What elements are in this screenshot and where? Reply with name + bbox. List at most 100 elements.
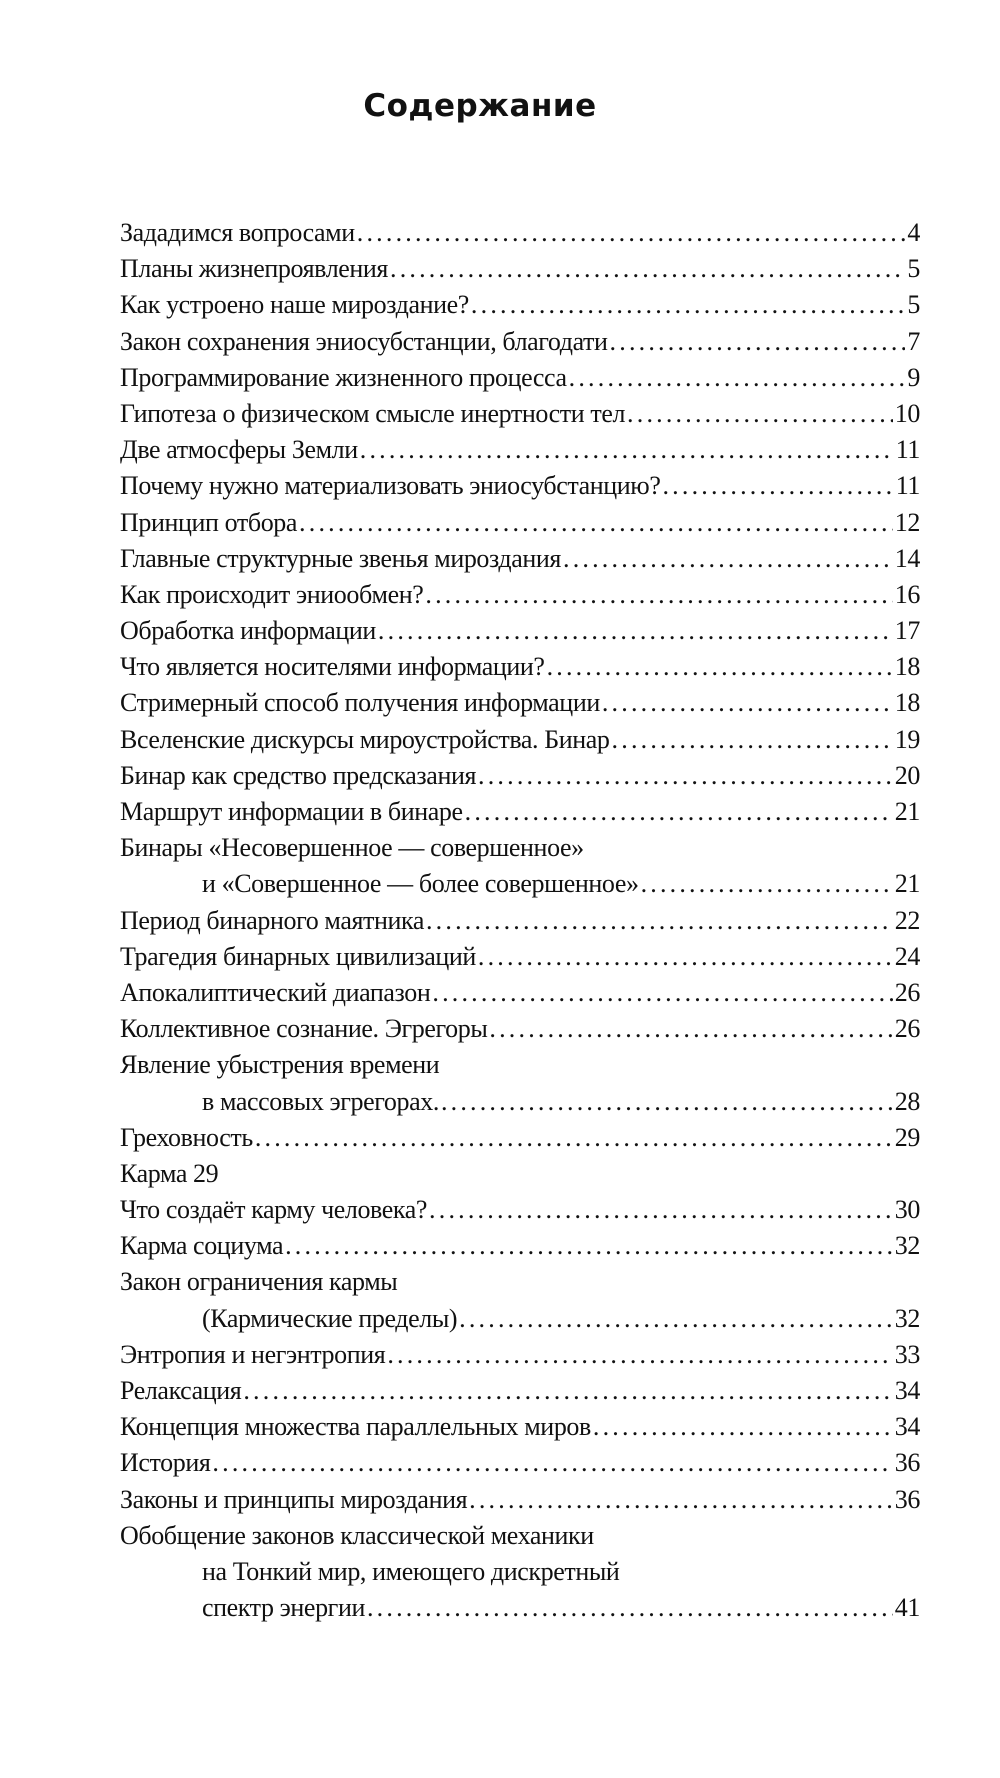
toc-entry-line: спектр энергии 41: [120, 1590, 920, 1626]
toc-page-number: 36: [894, 1448, 921, 1478]
toc-page-number: 20: [894, 760, 921, 790]
toc-entry-title: Программирование жизненного процесса: [120, 362, 567, 392]
toc-entry[interactable]: Планы жизнепроявления 5: [120, 251, 920, 287]
toc-entry-title: Гипотеза о физическом смысле инертности …: [120, 398, 626, 428]
table-of-contents: Зададимся вопросами 4 Планы жизнепроявлени…: [120, 215, 920, 1626]
toc-entry[interactable]: Программирование жизненного процесса 9: [120, 360, 920, 396]
toc-page-number: 4: [907, 218, 920, 247]
toc-page-number: 18: [894, 652, 921, 682]
toc-page-number: 29: [894, 1122, 921, 1152]
toc-page-number: 24: [894, 941, 921, 971]
toc-entry-title: Бинар как средство предсказания: [120, 760, 477, 790]
toc-entry-line: Обобщение законов классической механики: [120, 1518, 920, 1554]
toc-entry[interactable]: Как устроено наше мироздание? 5: [120, 287, 920, 323]
toc-entry-title: Что является носителями информации?: [120, 652, 545, 682]
dot-leader: [612, 722, 893, 758]
toc-entry-title: Бинары «Несовершенное — совершенное»: [120, 833, 584, 863]
toc-entry-line: Энтропия и негэнтропия 33: [120, 1337, 920, 1373]
page-title: Содержание: [363, 88, 597, 124]
toc-page-number: 34: [894, 1412, 921, 1442]
toc-page-number: 21: [894, 797, 921, 826]
toc-entry-title: Закон ограничения кармы: [120, 1267, 398, 1297]
toc-entry[interactable]: Что является носителями информации? 18: [120, 649, 920, 685]
toc-entry-line: Почему нужно материализовать эниосубстан…: [120, 468, 920, 504]
toc-entry-line: Главные структурные звенья мироздания 14: [120, 541, 920, 577]
toc-entry[interactable]: Гипотеза о физическом смысле инертности …: [120, 396, 920, 432]
dot-leader: [441, 1084, 893, 1120]
dot-leader: [360, 432, 894, 468]
dot-leader: [471, 287, 905, 323]
toc-page-number: 36: [894, 1484, 921, 1514]
toc-entry-title: Почему нужно материализовать эниосубстан…: [120, 471, 661, 501]
toc-page-number: 41: [894, 1593, 921, 1623]
toc-entry[interactable]: Релаксация 34: [120, 1373, 920, 1409]
toc-entry[interactable]: Трагедия бинарных цивилизаций 24: [120, 939, 920, 975]
toc-entry[interactable]: Почему нужно материализовать эниосубстан…: [120, 468, 920, 504]
dot-leader: [569, 360, 906, 396]
dot-leader: [547, 649, 893, 685]
toc-entry[interactable]: Законы и принципы мироздания 36: [120, 1482, 920, 1518]
toc-entry[interactable]: Греховность 29: [120, 1120, 920, 1156]
toc-entry-title: (Кармические пределы): [202, 1303, 458, 1333]
toc-entry[interactable]: Карма социума 32: [120, 1228, 920, 1264]
toc-page-number: 19: [894, 724, 921, 754]
toc-page-number: 14: [894, 543, 921, 573]
dot-leader: [478, 758, 893, 794]
toc-entry[interactable]: Закон ограничения кармы (Кармические пред…: [120, 1264, 920, 1336]
toc-entry-title: Карма 29: [120, 1158, 219, 1188]
toc-entry[interactable]: Обработка информации 17: [120, 613, 920, 649]
toc-entry[interactable]: Обобщение законов классической механики н…: [120, 1518, 920, 1627]
toc-entry[interactable]: Вселенские дискурсы мироустройства. Бина…: [120, 722, 920, 758]
toc-entry-line: Как происходит эниообмен? 16: [120, 577, 920, 613]
toc-entry-line: в массовых эгрегорах. 28: [120, 1084, 920, 1120]
toc-entry[interactable]: Карма 29: [120, 1156, 920, 1192]
toc-page-number: 5: [907, 290, 920, 320]
toc-entry-title: Энтропия и негэнтропия: [120, 1339, 386, 1369]
toc-entry-line: Бинары «Несовершенное — совершенное»: [120, 830, 920, 866]
dot-leader: [243, 1373, 892, 1409]
dot-leader: [610, 324, 906, 360]
toc-page-number: 22: [894, 905, 921, 935]
toc-page-number: 26: [894, 977, 921, 1007]
dot-leader: [627, 396, 893, 432]
toc-entry[interactable]: Как происходит эниообмен? 16: [120, 577, 920, 613]
dot-leader: [299, 505, 893, 541]
dot-leader: [432, 975, 892, 1011]
toc-entry-title: Вселенские дискурсы мироустройства. Бина…: [120, 724, 610, 754]
toc-entry[interactable]: Энтропия и негэнтропия 33: [120, 1337, 920, 1373]
toc-entry[interactable]: Бинар как средство предсказания 20: [120, 758, 920, 794]
toc-entry[interactable]: Маршрут информации в бинаре 21: [120, 794, 920, 830]
toc-entry-line: Бинар как средство предсказания 20: [120, 758, 920, 794]
toc-entry-line: Апокалиптический диапазон 26: [120, 975, 920, 1011]
toc-entry-title: Релаксация: [120, 1376, 242, 1405]
toc-entry-line: Гипотеза о физическом смысле инертности …: [120, 396, 920, 432]
toc-entry-line: Трагедия бинарных цивилизаций 24: [120, 939, 920, 975]
toc-entry[interactable]: История 36: [120, 1445, 920, 1481]
toc-page-number: 11: [895, 435, 921, 465]
toc-entry-line: Планы жизнепроявления 5: [120, 251, 920, 287]
toc-entry-title: Обработка информации: [120, 616, 376, 646]
toc-entry[interactable]: Две атмосферы Земли 11: [120, 432, 920, 468]
toc-entry[interactable]: Концепция множества параллельных миров 34: [120, 1409, 920, 1445]
toc-page-number: 10: [894, 398, 921, 428]
dot-leader: [212, 1445, 892, 1481]
toc-entry[interactable]: Закон сохранения эниосубстанции, благода…: [120, 324, 920, 360]
toc-entry-line: Греховность 29: [120, 1120, 920, 1156]
toc-entry[interactable]: Что создаёт карму человека? 30: [120, 1192, 920, 1228]
toc-entry[interactable]: Апокалиптический диапазон 26: [120, 975, 920, 1011]
dot-leader: [387, 1337, 892, 1373]
dot-leader: [459, 1301, 893, 1337]
toc-entry[interactable]: Стримерный способ получения информации 18: [120, 685, 920, 721]
toc-entry[interactable]: Явление убыстрения времени в массовых эгр…: [120, 1047, 920, 1119]
toc-entry-title: Законы и принципы мироздания: [120, 1484, 468, 1514]
toc-entry[interactable]: Бинары «Несовершенное — совершенное» и «С…: [120, 830, 920, 902]
toc-entry[interactable]: Принцип отбора 12: [120, 505, 920, 541]
toc-entry[interactable]: Главные структурные звенья мироздания 14: [120, 541, 920, 577]
toc-entry-line: Зададимся вопросами 4: [120, 215, 920, 251]
dot-leader: [378, 613, 893, 649]
toc-entry-line: Вселенские дискурсы мироустройства. Бина…: [120, 722, 920, 758]
toc-entry[interactable]: Коллективное сознание. Эгрегоры 26: [120, 1011, 920, 1047]
toc-entry[interactable]: Период бинарного маятника 22: [120, 903, 920, 939]
toc-entry-title: Апокалиптический диапазон: [120, 977, 431, 1007]
toc-entry[interactable]: Зададимся вопросами 4: [120, 215, 920, 251]
